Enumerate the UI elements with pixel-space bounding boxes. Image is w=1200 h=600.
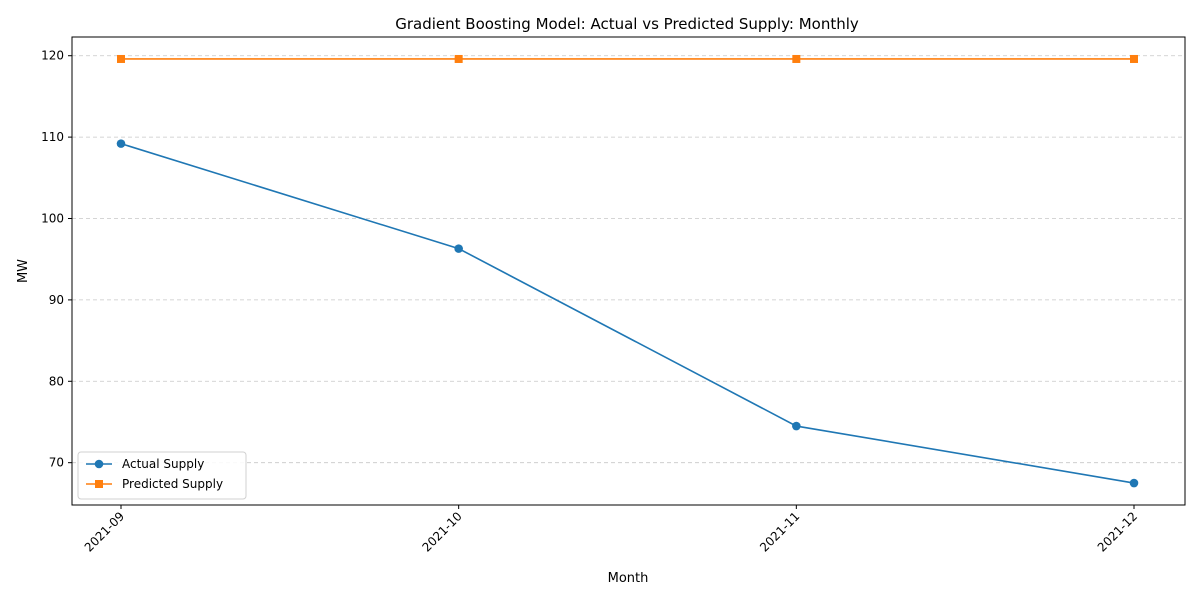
actual-supply-marker [792, 421, 801, 431]
y-tick-label: 80 [49, 374, 64, 388]
actual-supply-marker [454, 244, 463, 253]
y-axis-label: MW [16, 259, 31, 283]
x-tick-label: 2021-09 [82, 509, 127, 554]
y-tick-label: 110 [41, 130, 64, 144]
x-tick-label: 2021-11 [757, 509, 802, 554]
x-tick-label: 2021-10 [419, 509, 464, 554]
actual-supply-marker [1129, 478, 1139, 488]
predicted-supply-marker [792, 54, 801, 63]
x-axis: 2021-09 2021-10 2021-11 2021-12 [82, 505, 1140, 555]
actual-supply-marker [116, 139, 126, 148]
y-axis: 70 80 90 100 110 120 [41, 49, 72, 470]
plot-frame [71, 36, 1186, 506]
predicted-supply-marker [1130, 54, 1138, 63]
series-group [116, 54, 1139, 488]
chart-title: Gradient Boosting Model: Actual vs Predi… [395, 15, 859, 33]
x-tick-label: 2021-12 [1095, 509, 1140, 554]
y-tick-label: 70 [49, 456, 64, 470]
legend: Actual Supply Predicted Supply [77, 451, 247, 500]
y-tick-label: 100 [41, 212, 64, 226]
legend-box [77, 451, 247, 500]
grid [72, 55, 1185, 464]
y-tick-label: 120 [41, 49, 64, 63]
predicted-supply-marker [117, 54, 125, 63]
legend-swatch-marker [95, 480, 103, 488]
y-tick-label: 90 [49, 293, 64, 307]
x-axis-label: Month [608, 571, 649, 586]
actual-supply-line [120, 142, 1135, 484]
legend-label: Predicted Supply [122, 477, 223, 491]
legend-swatch-marker [94, 459, 104, 469]
legend-label: Actual Supply [122, 457, 204, 471]
predicted-supply-marker [454, 54, 463, 63]
